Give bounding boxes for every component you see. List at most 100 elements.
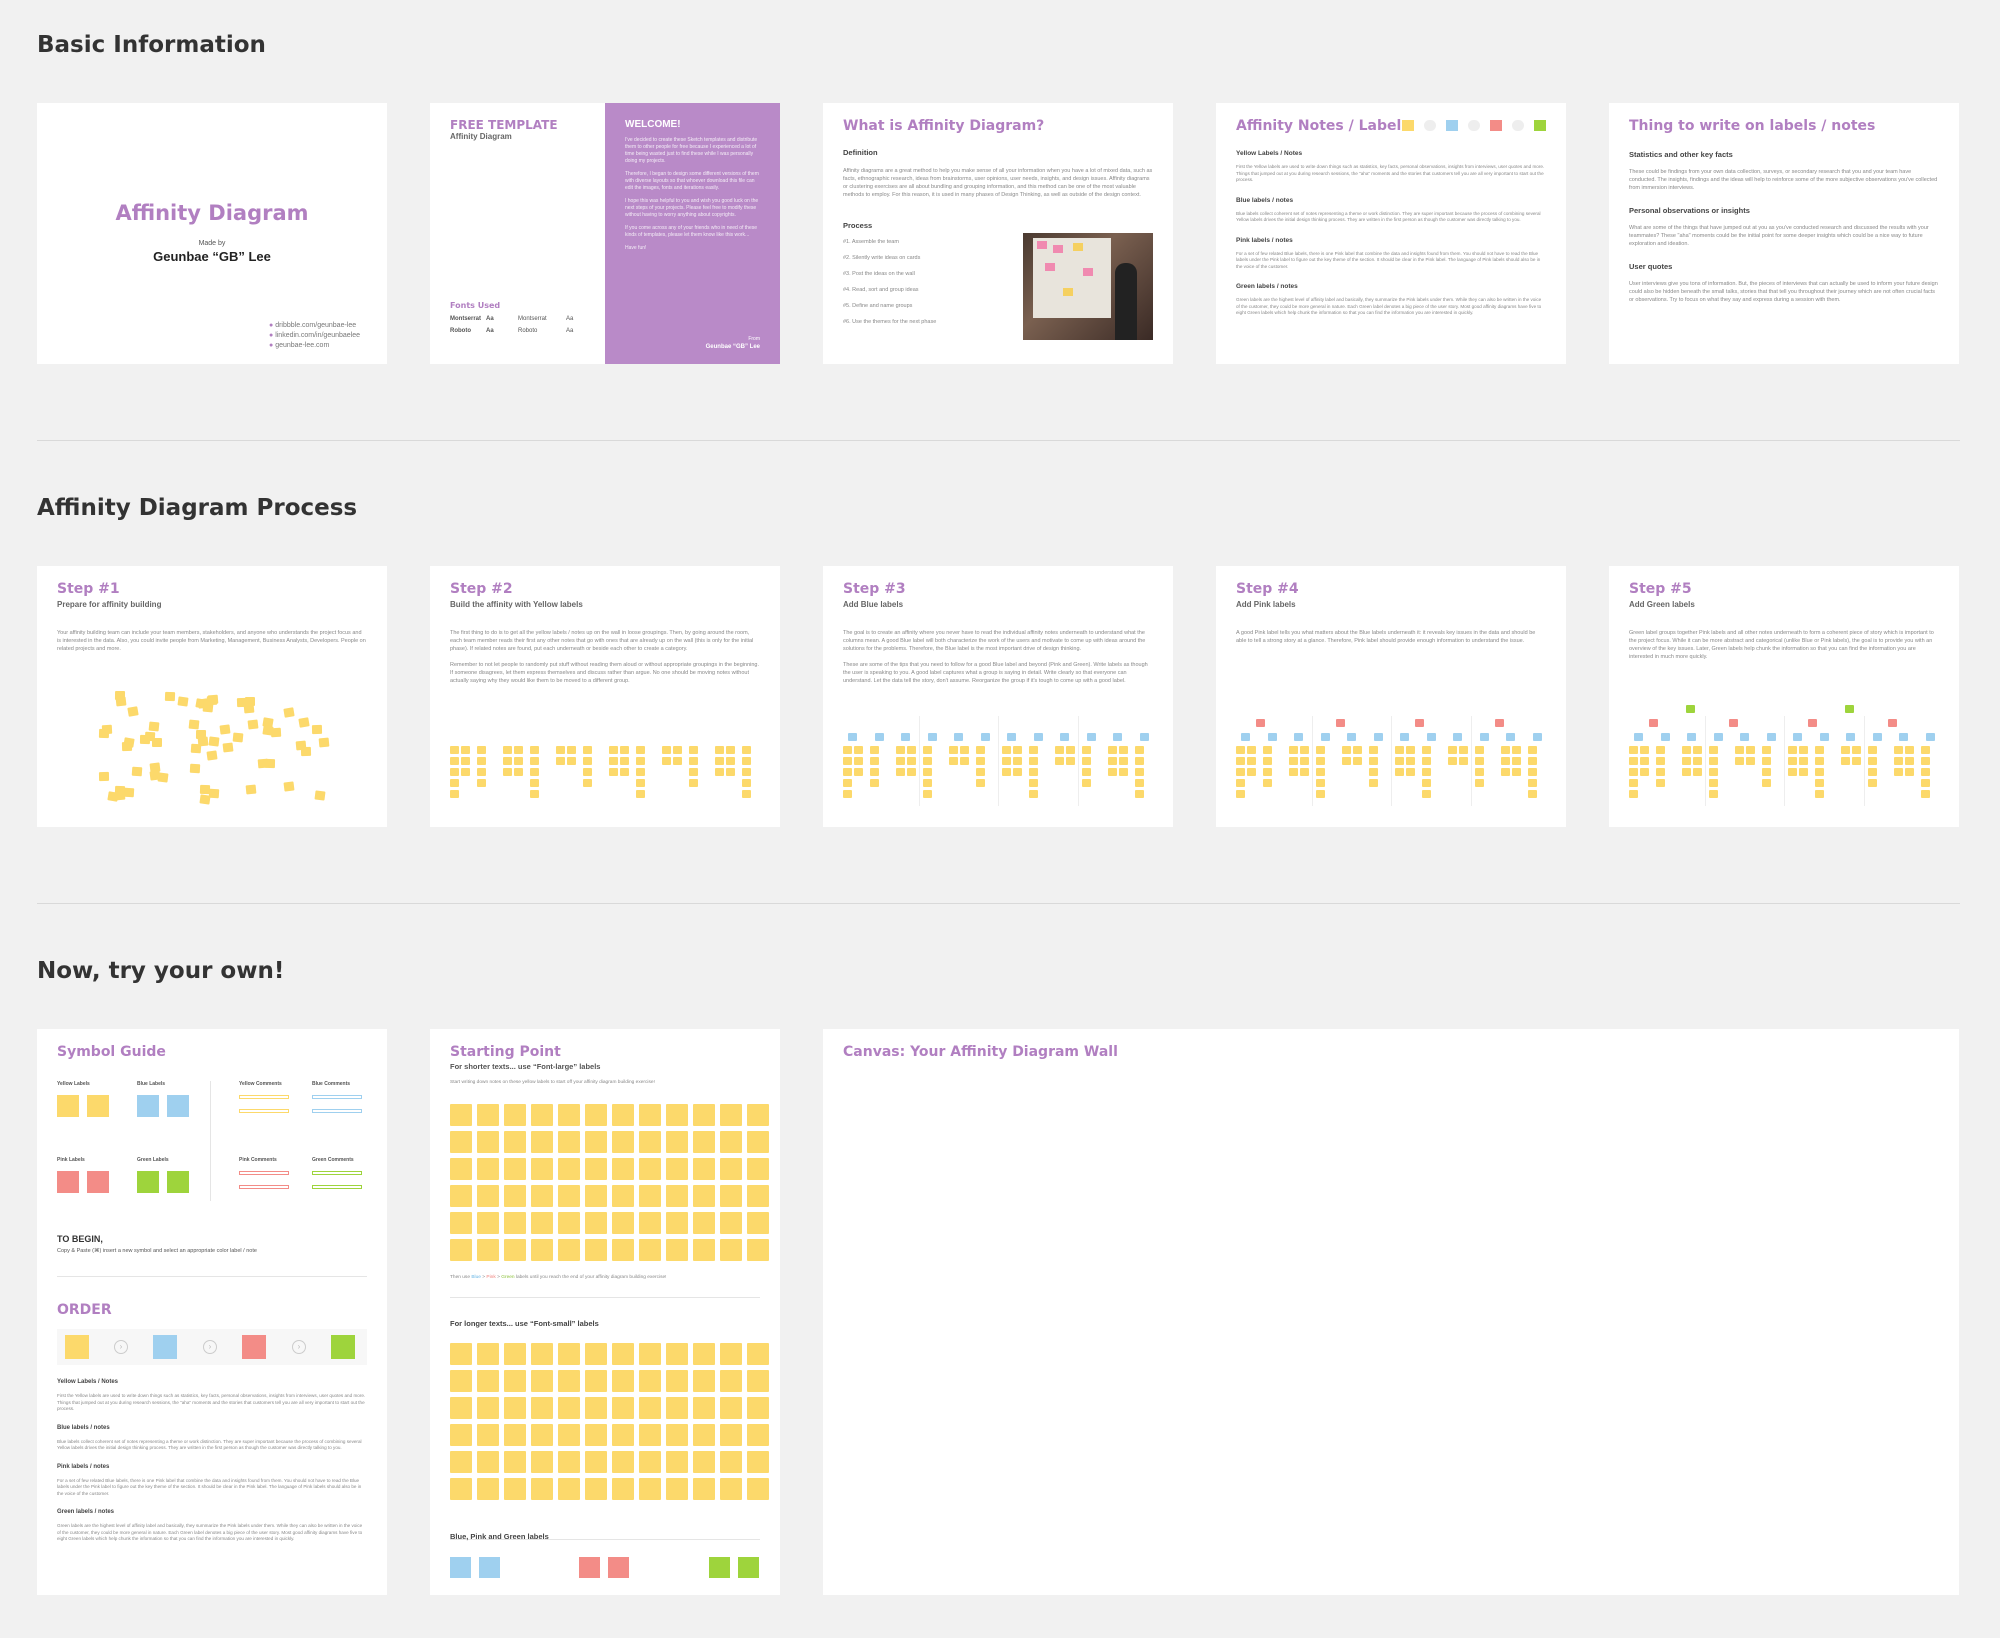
yellow-note	[1655, 779, 1665, 787]
step-title: Step #5	[1629, 581, 1692, 597]
yellow-label	[693, 1478, 715, 1500]
yellow-note	[960, 746, 969, 754]
yellow-label	[477, 1451, 499, 1473]
yellow-note	[1013, 746, 1022, 754]
green-label-symbol[interactable]	[167, 1171, 189, 1193]
step-title: Step #3	[843, 581, 906, 597]
yellow-note	[1920, 768, 1930, 776]
artboard-symbol-guide[interactable]: Symbol Guide Yellow Labels Blue Labels Y…	[37, 1029, 387, 1595]
artboard-things-to-write[interactable]: Thing to write on labels / notes Statist…	[1609, 103, 1959, 364]
step-text: The goal is to create an affinity where …	[843, 630, 1146, 652]
blue-label-symbol[interactable]	[167, 1095, 189, 1117]
artboard-what-is[interactable]: What is Affinity Diagram? Definition Aff…	[823, 103, 1173, 364]
yellow-note	[949, 757, 958, 765]
artboard-step-5[interactable]: Step #5 Add Green labels Green label gro…	[1609, 566, 1959, 827]
yellow-note	[620, 746, 629, 754]
blue-label	[1241, 733, 1250, 741]
yellow-label	[693, 1212, 715, 1234]
yellow-note	[1761, 768, 1771, 776]
yellow-note	[1682, 768, 1691, 776]
yellow-note	[98, 772, 109, 782]
dribbble-link[interactable]: ● dribbble.com/geunbae-lee	[269, 322, 357, 329]
process-step: #3. Post the ideas on the wall	[843, 271, 915, 277]
yellow-note	[1108, 768, 1117, 776]
yellow-note	[529, 757, 539, 765]
pink-label[interactable]	[608, 1557, 629, 1578]
yellow-note	[869, 757, 879, 765]
yellow-label-symbol[interactable]	[87, 1095, 109, 1117]
yellow-note	[1708, 768, 1718, 776]
website-link[interactable]: ● geunbae-lee.com	[269, 342, 330, 349]
divider	[1704, 716, 1706, 806]
yellow-label	[450, 1370, 472, 1392]
yellow-note	[1867, 779, 1877, 787]
yellow-label	[720, 1370, 742, 1392]
yellow-label	[693, 1131, 715, 1153]
yellow-note	[1629, 757, 1638, 765]
green-comment-symbol[interactable]	[312, 1171, 362, 1175]
yellow-label	[450, 1239, 472, 1261]
artboard-affinity-notes[interactable]: Affinity Notes / Labels Yellow Labels / …	[1216, 103, 1566, 364]
yellow-label	[666, 1478, 688, 1500]
artboard-free-template[interactable]: FREE TEMPLATE Affinity Diagram Fonts Use…	[430, 103, 780, 364]
green-label[interactable]	[709, 1557, 730, 1578]
yellow-note	[247, 719, 259, 730]
yellow-label	[666, 1343, 688, 1365]
artboard-step-1[interactable]: Step #1 Prepare for affinity building Yo…	[37, 566, 387, 827]
pink-label-symbol[interactable]	[87, 1171, 109, 1193]
yellow-label	[639, 1239, 661, 1261]
blue-label[interactable]	[479, 1557, 500, 1578]
yellow-label	[585, 1239, 607, 1261]
yellow-note	[635, 768, 645, 776]
linkedin-link[interactable]: ● linkedin.com/in/geunbaelee	[269, 332, 361, 339]
yellow-note	[869, 746, 879, 754]
yellow-label	[747, 1451, 769, 1473]
pink-label[interactable]	[579, 1557, 600, 1578]
yellow-note	[1028, 746, 1038, 754]
yellow-note	[503, 768, 512, 776]
step-text: Remember to not let people to randomly p…	[450, 662, 760, 684]
yellow-note	[190, 743, 201, 754]
starting-subtitle-2: For longer texts... use “Font-small” lab…	[450, 1319, 599, 1328]
yellow-note	[127, 706, 139, 717]
artboard-step-2[interactable]: Step #2 Build the affinity with Yellow l…	[430, 566, 780, 827]
artboard-step-3[interactable]: Step #3 Add Blue labels The goal is to c…	[823, 566, 1173, 827]
yellow-note	[1474, 757, 1484, 765]
yellow-note	[869, 768, 879, 776]
blue-comment-symbol[interactable]	[312, 1109, 362, 1113]
artboard-step-4[interactable]: Step #4 Add Pink labels A good Pink labe…	[1216, 566, 1566, 827]
order-green	[331, 1335, 355, 1359]
pink-label-symbol[interactable]	[57, 1171, 79, 1193]
yellow-label	[531, 1370, 553, 1392]
blue-label	[1347, 733, 1356, 741]
artboard-canvas[interactable]: Canvas: Your Affinity Diagram Wall	[823, 1029, 1959, 1595]
artboard-starting-point[interactable]: Starting Point For shorter texts... use …	[430, 1029, 780, 1595]
yellow-note	[843, 768, 852, 776]
yellow-note	[741, 757, 751, 765]
yellow-label-symbol[interactable]	[57, 1095, 79, 1117]
green-label[interactable]	[738, 1557, 759, 1578]
yellow-comment-symbol[interactable]	[239, 1109, 289, 1113]
yellow-note	[1134, 757, 1144, 765]
yellow-note	[907, 746, 916, 754]
artboard-cover[interactable]: Affinity Diagram Made by Geunbae “GB” Le…	[37, 103, 387, 364]
blue-comment-symbol[interactable]	[312, 1095, 362, 1099]
yellow-note	[1682, 757, 1691, 765]
process-step: #2. Silently write ideas on cards	[843, 255, 921, 261]
yellow-label	[666, 1397, 688, 1419]
yellow-note	[1262, 746, 1272, 754]
green-label-symbol[interactable]	[137, 1171, 159, 1193]
green-comment-symbol[interactable]	[312, 1185, 362, 1189]
pink-comment-symbol[interactable]	[239, 1185, 289, 1189]
yellow-label	[531, 1212, 553, 1234]
yellow-note	[1066, 757, 1075, 765]
yellow-note	[896, 746, 905, 754]
yellow-label	[450, 1131, 472, 1153]
yellow-note	[1746, 757, 1755, 765]
yellow-note	[1421, 768, 1431, 776]
blue-label-symbol[interactable]	[137, 1095, 159, 1117]
blue-label[interactable]	[450, 1557, 471, 1578]
pink-comment-symbol[interactable]	[239, 1171, 289, 1175]
yellow-note	[98, 728, 109, 738]
yellow-comment-symbol[interactable]	[239, 1095, 289, 1099]
